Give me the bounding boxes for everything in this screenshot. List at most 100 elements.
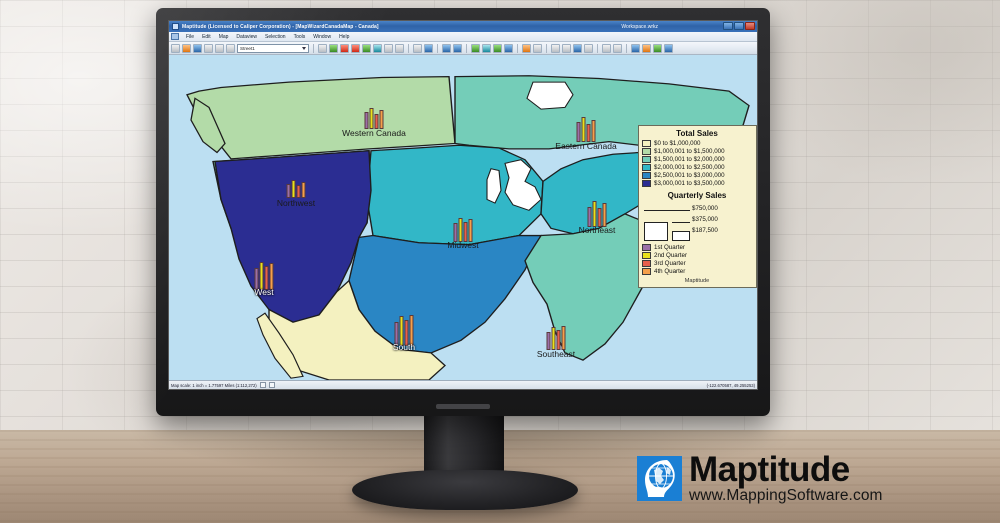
legend-row-total-sales-3: $1,500,001 to $2,000,000 [642,156,752,164]
legend-tool-icon[interactable] [653,43,662,53]
scale-label-750k: $750,000 [692,204,718,212]
zoom-in-icon[interactable] [551,43,560,53]
great-lakes-water [504,159,542,211]
window-title: Maptitude (Licensed to Caliper Corporati… [182,23,379,30]
close-button[interactable] [745,22,755,30]
workspace-label: Workspace.wrkz [621,23,658,30]
new-file-icon[interactable] [171,43,180,53]
info-icon[interactable] [631,43,640,53]
map-canvas[interactable]: Western Canada Eastern Canada Northwest … [169,55,757,380]
toolbar-separator [313,43,314,53]
chart-bars-northwest [286,179,306,198]
legend-footer-brand: Maptitude [684,278,710,284]
document-icon [171,33,179,40]
legend-swatch [642,164,651,172]
region-label-west: West [254,287,274,297]
menu-item-dataview[interactable]: Dataview [236,33,257,40]
map-scale-text: Map scale: 1 inch = 1.77597 Miles (1:112… [171,382,257,388]
region-label-south: South [392,342,416,352]
layer-selector-dropdown[interactable]: Street1 [237,43,309,53]
map-legend[interactable]: Total Sales $0 to $1,000,000 $1,000,001 … [638,125,757,288]
scale-box-small [672,230,690,241]
toolbar-separator [517,43,518,53]
table-icon[interactable] [424,43,433,53]
dataview-icon[interactable] [413,43,422,53]
zoom-extents-icon[interactable] [573,43,582,53]
toolbar-separator [437,43,438,53]
legend-row-total-sales-6: $3,000,001 to $3,500,000 [642,180,752,188]
clear-selection-icon[interactable] [395,43,404,53]
label-tool-icon[interactable] [522,43,531,53]
window-titlebar: Maptitude (Licensed to Caliper Corporati… [169,21,757,32]
toolbar-separator [626,43,627,53]
region-label-northwest: Northwest [276,198,316,208]
brand-name: Maptitude [689,450,850,489]
next-view-icon[interactable] [613,43,622,53]
legend-swatch [642,172,651,180]
cursor-coordinates: (-122.670587, 49.255253) [706,382,755,388]
menu-item-window[interactable]: Window [313,33,332,40]
print-icon[interactable] [215,43,224,53]
select-boundary-icon[interactable] [384,43,393,53]
zoom-out-icon[interactable] [562,43,571,53]
chart-bars-northeast [587,200,607,227]
toolbar-separator [466,43,467,53]
pan-icon[interactable] [584,43,593,53]
status-indicator-2[interactable] [268,382,275,388]
menu-item-edit[interactable]: Edit [202,33,211,40]
locate-icon[interactable] [493,43,502,53]
legend-swatch [642,243,651,251]
minimize-button[interactable] [723,22,733,30]
legend-proportional-scale: $750,000 $375,000 $187,500 [642,202,752,242]
legend-swatch [642,259,651,267]
computer-monitor: Maptitude (Licensed to Caliper Corporati… [156,8,770,416]
monitor-brand-strip [436,404,490,409]
scale-label-375k: $375,000 [692,215,718,223]
legend-label: $2,500,001 to $3,000,000 [654,172,725,179]
menu-item-map[interactable]: Map [218,33,229,40]
chart-tool-icon[interactable] [642,43,651,53]
maptitude-application-window: Maptitude (Licensed to Caliper Corporati… [168,20,758,390]
select-shape-icon[interactable] [373,43,382,53]
legend-label: 3rd Quarter [654,259,686,267]
theme-tool-icon[interactable] [533,43,542,53]
open-file-icon[interactable] [182,43,191,53]
menu-item-selection[interactable]: Selection [265,33,286,40]
help-icon[interactable] [664,43,673,53]
globe-icon[interactable] [482,43,491,53]
menu-item-help[interactable]: Help [339,33,350,40]
map-layers-icon[interactable] [226,43,235,53]
region-mexico [268,279,446,380]
menu-item-file[interactable]: File [186,33,195,40]
maximize-button[interactable] [734,22,744,30]
main-toolbar: Street1 [169,42,757,55]
printer-tool-icon[interactable] [318,43,327,53]
legend-row-quarter-2: 2nd Quarter [642,252,752,260]
legend-swatch [642,251,651,259]
region-label-southeast: Southeast [536,349,576,359]
monitor-stand-base [352,470,578,510]
menu-bar: File Edit Map Dataview Selection Tools W… [169,32,757,42]
legend-label: 4th Quarter [654,267,686,275]
search-icon[interactable] [504,43,513,53]
scale-tick-medium [672,221,690,223]
select-line-icon[interactable] [362,43,371,53]
select-circle-icon[interactable] [351,43,360,53]
legend-label: 2nd Quarter [654,251,688,259]
select-area-icon[interactable] [329,43,338,53]
globe-head-icon [637,456,682,501]
measure-tool-icon[interactable] [471,43,480,53]
legend-swatch [642,180,651,188]
hudson-bay-water [526,81,574,110]
print-preview-icon[interactable] [204,43,213,53]
region-label-midwest: Midwest [447,240,479,250]
region-label-eastern-canada: Eastern Canada [555,141,617,151]
undo-icon[interactable] [442,43,451,53]
save-file-icon[interactable] [193,43,202,53]
menu-item-tools[interactable]: Tools [293,33,306,40]
brand-wordmark: Maptitude www.MappingSoftware.com [689,452,883,505]
status-indicator-1[interactable] [259,382,266,388]
redo-icon[interactable] [453,43,462,53]
select-point-icon[interactable] [340,43,349,53]
previous-view-icon[interactable] [602,43,611,53]
